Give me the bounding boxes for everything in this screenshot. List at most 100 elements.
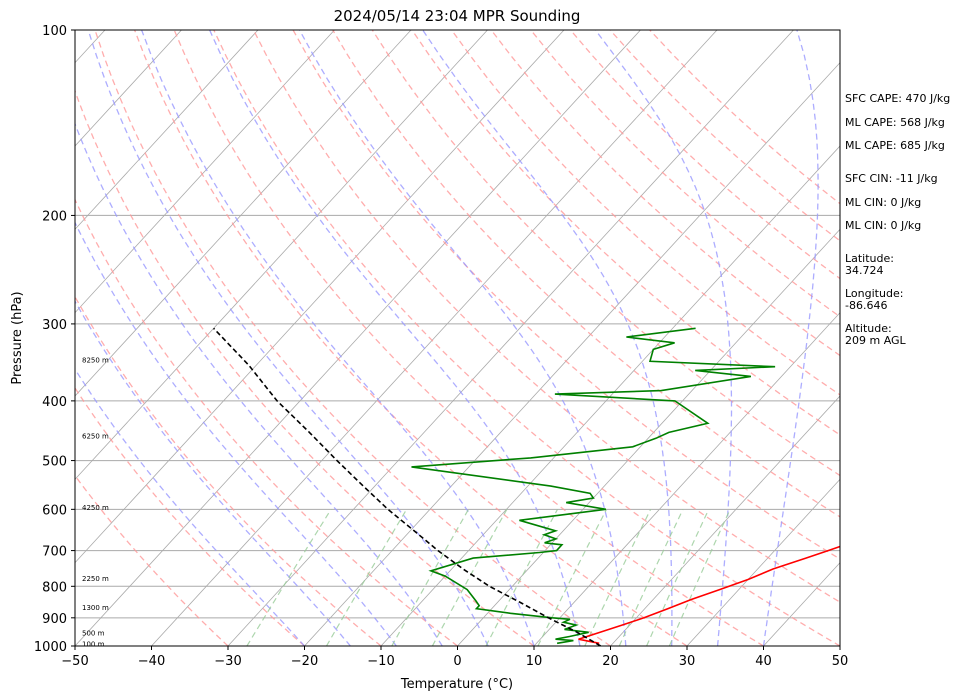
isotherm-line [75,30,641,646]
moist-adiabat-line [594,30,733,646]
altitude-value: 209 m AGL [845,334,907,347]
mixing-ratio-line [584,509,652,646]
height-label: 100 m [82,640,105,648]
height-label: 1300 m [82,604,109,612]
height-label: 6250 m [82,432,109,440]
mixing-ratio-line [646,509,710,646]
chart-title: 2024/05/14 23:04 MPR Sounding [334,7,581,25]
mixing-ratio-line [391,509,470,646]
moist-adiabat-line [209,30,581,646]
moist-adiabat-line [298,30,627,646]
y-tick-label: 200 [42,209,67,224]
height-label: 2250 m [82,575,109,583]
isotherm-line [75,30,565,564]
isotherm-line [533,312,840,646]
height-label: 4250 m [82,504,109,512]
mixing-ratio-line [485,509,559,646]
dry-adiabat-line [75,89,535,646]
x-tick-label: 50 [832,654,849,669]
isotherm-line [75,30,335,314]
x-tick-label: 30 [679,654,696,669]
x-tick-label: −50 [61,654,88,669]
moist-adiabat-line [75,221,397,646]
sounding-traces [213,327,840,646]
dry-adiabat-line [332,30,840,518]
moist-adiabat-line [75,300,351,646]
isotherm-line [227,30,794,646]
dry-adiabat-line [451,30,840,396]
dry-adiabat-line [75,386,305,646]
isotherm-line [75,30,182,147]
y-tick-label: 700 [42,545,67,560]
x-tick-label: 20 [602,654,619,669]
isotherm-line [610,395,840,646]
dry-adiabat-line [173,30,764,646]
x-tick-label: −40 [138,654,165,669]
x-axis-label: Temperature (°C) [400,677,513,692]
ml-cin-text-2: ML CIN: 0 J/kg [845,219,921,232]
isotherm-line [380,145,840,646]
dry-adiabat-line [75,198,458,646]
x-tick-label: 0 [453,654,461,669]
dry-adiabat-line [490,30,840,357]
dry-adiabat-line [213,30,840,646]
mixing-ratio-line [618,509,684,646]
y-tick-label: 400 [42,395,67,410]
longitude-label: Longitude: [845,287,903,300]
y-tick-label: 600 [42,503,67,518]
temperature-trace [578,545,840,645]
mixing-ratio-line [668,509,731,646]
longitude-value: -86.646 [845,299,887,312]
dry-adiabat-line [75,474,229,646]
dry-adiabat-line [94,30,611,646]
isotherm-line [686,478,840,646]
y-tick-label: 800 [42,580,67,595]
dry-adiabat-line [371,30,840,477]
y-tick-label: 1000 [34,640,67,655]
x-tick-label: −20 [291,654,318,669]
y-tick-label: 900 [42,612,67,627]
axis-ticks: −50 −40 −30 −20 −10 0 10 20 30 40 50 100 200 300 400 50… [34,24,848,669]
latitude-label: Latitude: [845,252,894,265]
y-tick-label: 100 [42,24,67,39]
dry-adiabat-line [75,295,382,646]
background-grid [75,30,840,646]
height-label: 8250 m [82,357,109,365]
moist-adiabat-line [140,30,535,646]
x-tick-label: 40 [755,654,772,669]
isotherm-line [304,62,840,646]
moist-adiabat-line [75,367,305,646]
x-tick-label: 10 [526,654,543,669]
mixing-ratio-line [246,508,332,646]
ml-cape-text-1: ML CAPE: 568 J/kg [845,116,945,129]
isotherm-line [151,30,718,646]
ml-cin-text-1: ML CIN: 0 J/kg [845,196,921,209]
y-tick-label: 300 [42,318,67,333]
moist-adiabat-line [87,30,489,646]
mixing-ratio-line [325,508,408,646]
moist-adiabat-line [422,30,673,646]
isotherm-line [75,30,488,480]
altitude-label: Altitude: [845,322,892,335]
x-tick-label: −10 [367,654,394,669]
moist-adiabat-line [75,122,443,646]
sfc-cape-text: SFC CAPE: 470 J/kg [845,92,950,105]
parcel-trace [213,327,602,646]
y-tick-label: 500 [42,455,67,470]
latitude-value: 34.724 [845,264,884,277]
dry-adiabat-line [133,30,688,646]
dry-adiabat-line [411,30,840,436]
dewpoint-trace [411,327,776,645]
x-tick-label: −30 [214,654,241,669]
sfc-cin-text: SFC CIN: -11 J/kg [845,172,938,185]
moist-adiabat-line [762,30,819,646]
height-labels: 100 m 500 m 1300 m 2250 m 4250 m 6250 m 8250 m [82,357,109,649]
isotherm-line [75,30,259,230]
height-label: 500 m [82,629,105,637]
isotherm-line [75,30,412,397]
ml-cape-text-2: ML CAPE: 685 J/kg [845,139,945,152]
info-panel: SFC CAPE: 470 J/kg ML CAPE: 568 J/kg ML … [845,92,950,347]
y-axis-label: Pressure (hPa) [10,291,25,384]
mixing-ratio-line [431,509,508,646]
